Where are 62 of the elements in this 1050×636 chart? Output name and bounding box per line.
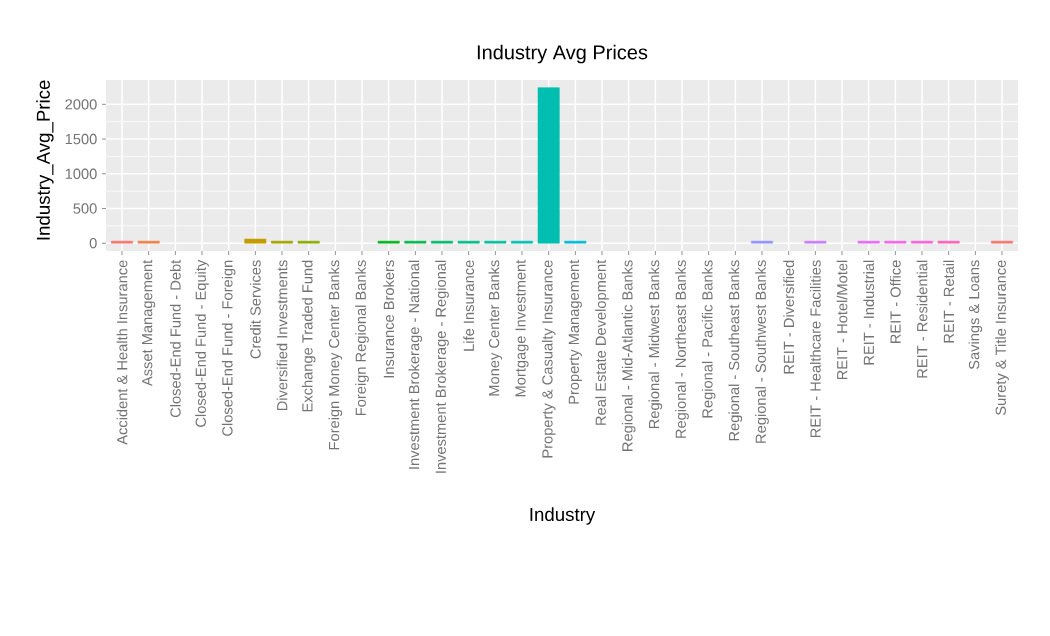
x-tick-label: Regional - Southeast Banks <box>728 260 743 441</box>
chart-title: Industry Avg Prices <box>477 44 648 64</box>
bar <box>404 240 427 244</box>
x-tick-label: Investment Brokerage - National <box>408 260 423 469</box>
x-tick-label: Foreign Money Center Banks <box>328 260 343 450</box>
x-tick-label: Closed-End Fund - Foreign <box>221 260 236 436</box>
bar <box>111 240 133 244</box>
x-tick-label: REIT - Hotel/Motel <box>836 260 848 380</box>
bar <box>431 240 453 244</box>
x-tick-label: Foreign Regional Banks <box>355 260 369 416</box>
bar <box>564 240 587 244</box>
x-tick-label: Regional - Midwest Banks <box>648 260 663 429</box>
x-tick-label: Regional - Southwest Banks <box>755 260 769 443</box>
y-tick-label: 2000 <box>65 99 97 110</box>
x-tick-label: Exchange Traded Fund <box>301 260 316 412</box>
bar <box>271 240 293 244</box>
x-tick-label: Asset Management <box>142 259 156 387</box>
bar <box>804 240 827 244</box>
bar <box>511 240 533 244</box>
x-tick-label: Life Insurance <box>463 260 475 351</box>
x-tick-label: Regional - Mid-Atlantic Banks <box>621 260 636 451</box>
bar <box>244 238 267 244</box>
x-tick-label: Regional - Northeast Banks <box>675 260 689 438</box>
x-tick-label: Real Estate Development <box>595 259 609 425</box>
x-tick-label: Insurance Brokers <box>383 260 395 378</box>
bar <box>857 240 880 244</box>
x-tick-label: REIT - Industrial <box>863 260 875 365</box>
bar <box>137 240 160 244</box>
bar <box>991 240 1013 244</box>
x-tick-label: Accident & Health Insurance <box>116 260 128 445</box>
y-axis-title: Industry_Avg_Price <box>36 80 54 240</box>
x-tick-label: Property & Casualty Insurance <box>541 260 556 458</box>
x-tick-label: Closed-End Fund - Debt <box>169 259 181 418</box>
bar <box>884 240 907 244</box>
x-tick-label: Diversified Investments <box>276 260 288 411</box>
x-tick-label: Surety & Title Insurance <box>995 260 1009 416</box>
bar <box>484 240 507 244</box>
bar <box>911 240 933 244</box>
x-tick-label: Credit Services <box>249 260 261 359</box>
x-tick-label: REIT - Residential <box>916 260 928 378</box>
x-tick-label: REIT - Diversified <box>783 260 795 374</box>
x-axis-title: Industry <box>530 507 596 525</box>
y-tick-label: 1500 <box>65 133 97 145</box>
bar <box>377 240 400 244</box>
x-tick-label: Property Management <box>568 259 582 404</box>
bar <box>751 240 773 244</box>
y-tick-label: 500 <box>73 203 97 214</box>
x-tick-label: Regional - Pacific Banks <box>701 260 716 418</box>
bar <box>537 87 560 244</box>
x-tick-label: Investment Brokerage - Regional <box>435 260 449 473</box>
bar <box>297 240 320 244</box>
y-tick-label: 1000 <box>65 168 97 179</box>
x-tick-label: Mortgage Investment <box>515 259 529 397</box>
y-tick-label: 0 <box>89 238 97 249</box>
x-tick-label: Savings & Loans <box>968 260 983 370</box>
bar <box>937 240 960 244</box>
x-tick-label: REIT - Retail <box>943 260 955 343</box>
x-tick-label: Money Center Banks <box>488 260 503 396</box>
x-tick-label: REIT - Office <box>889 260 901 343</box>
x-tick-label: REIT - Healthcare Facilities <box>809 260 821 437</box>
x-tick-label: Closed-End Fund - Equity <box>195 259 209 427</box>
bar <box>457 240 480 244</box>
